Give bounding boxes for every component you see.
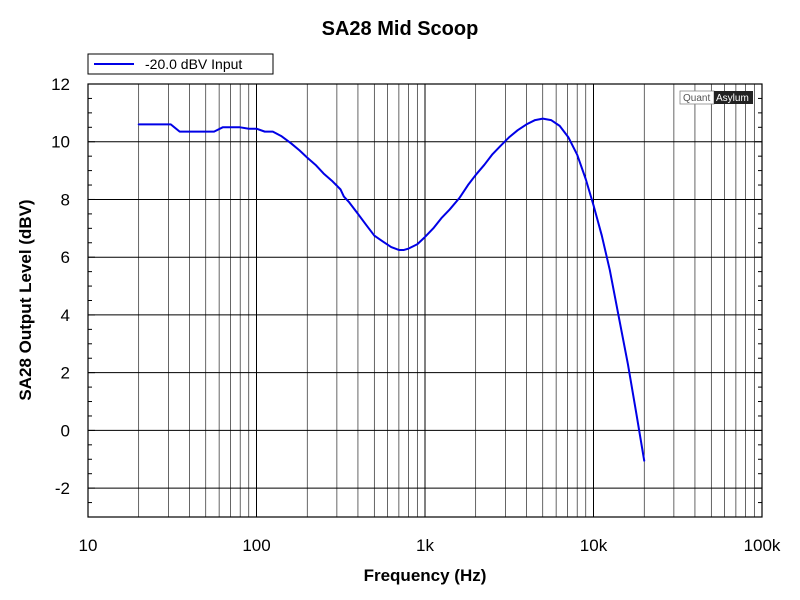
legend: -20.0 dBV Input — [87, 53, 274, 75]
x-tick-label: 10k — [580, 536, 608, 555]
legend-series-label: -20.0 dBV Input — [145, 56, 242, 72]
y-tick-label: 0 — [61, 421, 70, 440]
series-line-0 — [137, 117, 646, 462]
axis-ticks — [88, 83, 762, 518]
y-tick-labels: -2 0 2 4 6 8 10 12 — [51, 75, 70, 498]
watermark-right-text: Asylum — [716, 93, 749, 104]
legend-box — [87, 53, 274, 75]
quantasylum-watermark: Quant Asylum — [679, 90, 753, 105]
y-tick-label: 6 — [61, 248, 70, 267]
x-tick-label: 1k — [416, 536, 434, 555]
y-tick-label: -2 — [55, 479, 70, 498]
x-axis-label: Frequency (Hz) — [364, 566, 487, 585]
y-tick-label: 4 — [61, 306, 70, 325]
x-tick-labels: 10 100 1k 10k 100k — [79, 536, 781, 555]
x-tick-label: 100 — [242, 536, 270, 555]
series-layer — [137, 117, 646, 462]
y-tick-label: 8 — [61, 190, 70, 209]
x-tick-label: 10 — [79, 536, 98, 555]
chart-title: SA28 Mid Scoop — [322, 18, 479, 40]
grid — [88, 84, 762, 517]
y-tick-label: 10 — [51, 133, 70, 152]
y-tick-label: 2 — [61, 364, 70, 383]
watermark-left-text: Quant — [683, 93, 710, 104]
y-tick-label: 12 — [51, 75, 70, 94]
watermark-right-box — [714, 91, 753, 104]
x-tick-label: 100k — [744, 536, 781, 555]
y-axis-label: SA28 Output Level (dBV) — [16, 199, 35, 400]
